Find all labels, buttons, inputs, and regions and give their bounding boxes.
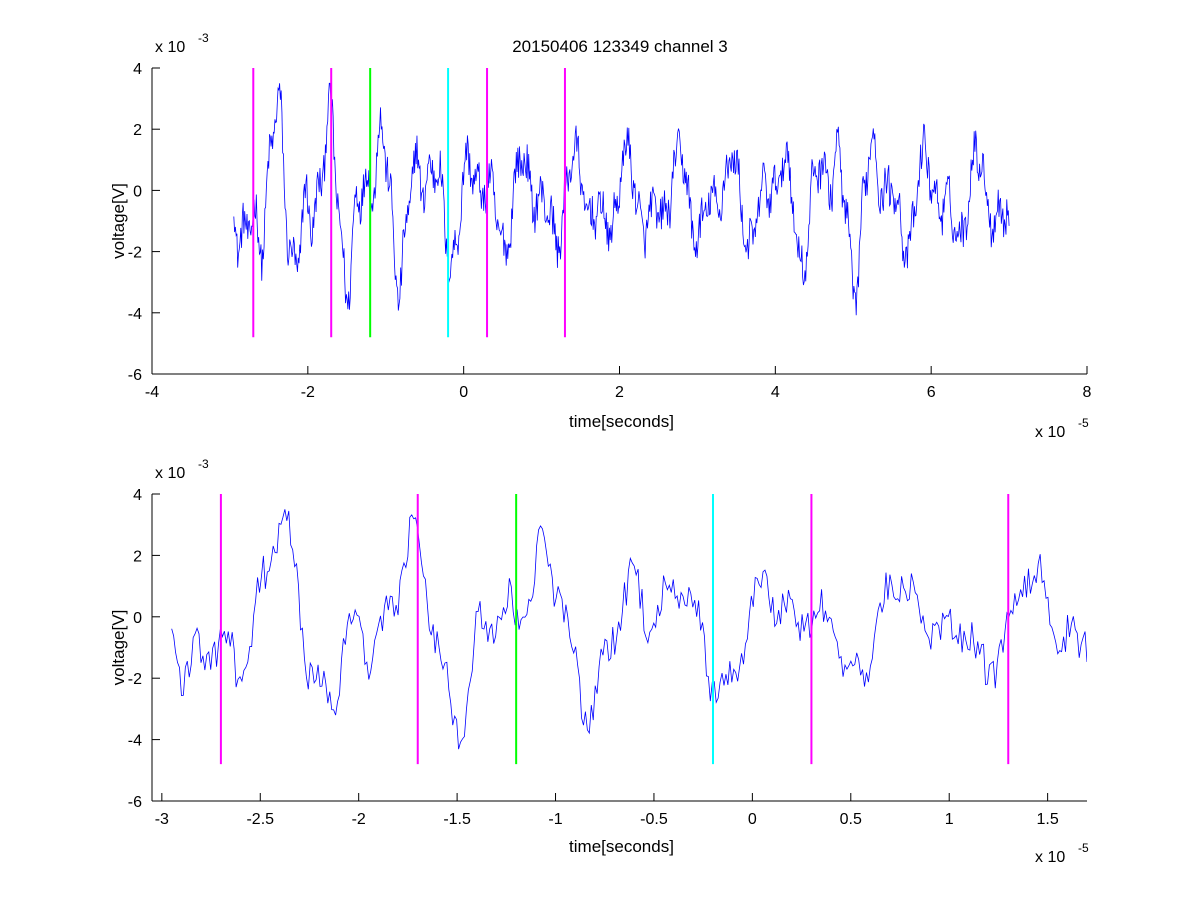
bottom-axes: -3 -2.5 -2 -1.5 -1 -0.5 0 0.5 1 1.5 -6 -4 -2 0 2 4 time[… bbox=[109, 457, 1089, 866]
x-tick-label: -2 bbox=[301, 384, 315, 401]
signal-trace-series bbox=[233, 82, 1010, 316]
x-tick-label: 8 bbox=[1083, 384, 1092, 401]
y-tick-label: 2 bbox=[133, 122, 142, 139]
y-tick-label: -6 bbox=[128, 794, 142, 811]
y-tick-label: 4 bbox=[133, 487, 142, 504]
y-tick-label: -6 bbox=[128, 367, 142, 384]
x-axis-multiplier: x 10 bbox=[1035, 849, 1065, 866]
x-tick-label: 0.5 bbox=[840, 811, 862, 828]
y-axis-multiplier: x 10 bbox=[155, 39, 185, 56]
x-tick-label: -2 bbox=[352, 811, 366, 828]
y-axis-label: voltage[V] bbox=[109, 610, 128, 686]
x-tick-label: -2.5 bbox=[246, 811, 274, 828]
y-axis-label: voltage[V] bbox=[109, 183, 128, 259]
x-tick-label: -1 bbox=[548, 811, 562, 828]
y-tick-label: -2 bbox=[128, 245, 142, 262]
x-axis-multiplier: x 10 bbox=[1035, 424, 1065, 441]
y-tick-label: 2 bbox=[133, 548, 142, 565]
x-axis-multiplier-exponent: -5 bbox=[1078, 841, 1089, 855]
figure-title: 20150406 123349 channel 3 bbox=[512, 37, 728, 56]
x-tick-label: 0 bbox=[459, 384, 468, 401]
y-tick-label: -4 bbox=[128, 733, 142, 750]
x-axis-label: time[seconds] bbox=[569, 412, 674, 431]
x-tick-label: -3 bbox=[155, 811, 169, 828]
x-tick-label: 4 bbox=[771, 384, 780, 401]
x-axis-label: time[seconds] bbox=[569, 837, 674, 856]
y-tick-label: 0 bbox=[133, 610, 142, 627]
y-axis-multiplier-exponent: -3 bbox=[198, 31, 209, 45]
signal-trace-series bbox=[171, 509, 1087, 750]
top-axes: -4 -2 0 2 4 6 8-6-4-2024time[seconds]voltage[V… bbox=[109, 31, 1092, 441]
y-tick-label: -2 bbox=[128, 671, 142, 688]
x-axis-multiplier-exponent: -5 bbox=[1078, 416, 1089, 430]
y-tick-label: -4 bbox=[128, 306, 142, 323]
x-tick-label: -0.5 bbox=[640, 811, 668, 828]
x-tick-label: 1 bbox=[945, 811, 954, 828]
x-tick-label: 6 bbox=[927, 384, 936, 401]
y-tick-label: 0 bbox=[133, 183, 142, 200]
y-axis-multiplier-exponent: -3 bbox=[198, 457, 209, 471]
y-tick-label: 4 bbox=[133, 61, 142, 78]
y-axis-multiplier: x 10 bbox=[155, 465, 185, 482]
x-tick-label: 2 bbox=[615, 384, 624, 401]
x-tick-label: -1.5 bbox=[443, 811, 471, 828]
x-tick-label: 1.5 bbox=[1037, 811, 1059, 828]
x-tick-label: 0 bbox=[748, 811, 757, 828]
x-tick-label: -4 bbox=[145, 384, 159, 401]
